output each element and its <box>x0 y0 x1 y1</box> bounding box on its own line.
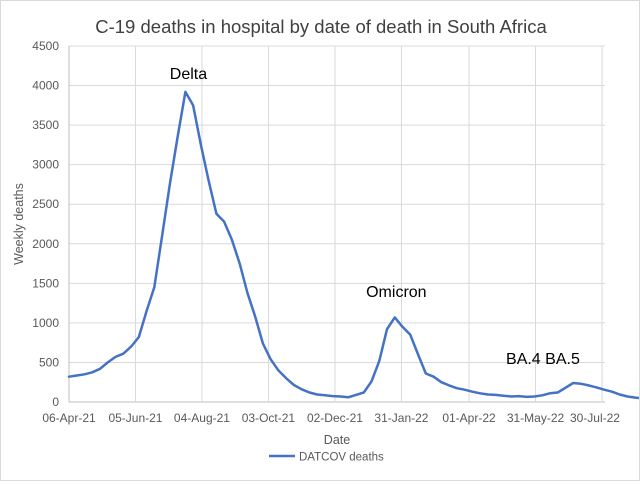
x-tick-label: 06-Apr-21 <box>42 411 96 425</box>
x-tick-label: 31-May-22 <box>507 411 565 425</box>
legend: DATCOV deaths <box>269 452 384 464</box>
y-tick-label: 3000 <box>32 158 59 172</box>
gridlines <box>68 45 605 403</box>
annotations: Delta Omicron BA.4 BA.5 <box>170 66 580 368</box>
y-tick-label: 1000 <box>32 316 59 330</box>
y-tick-label: 4500 <box>32 39 59 53</box>
y-tick-label: 0 <box>52 395 59 409</box>
y-tick-label: 2500 <box>32 197 59 211</box>
annotation-label: Delta <box>170 66 207 83</box>
series-line <box>67 90 640 400</box>
annotation-label: BA.4 BA.5 <box>506 351 580 368</box>
x-tick-label: 30-Jul-22 <box>570 411 620 425</box>
y-tick-label: 4000 <box>32 79 59 93</box>
y-tick-label: 3500 <box>32 118 59 132</box>
y-tick-label: 500 <box>39 355 59 369</box>
x-axis-title: Date <box>324 433 350 447</box>
y-axis-ticks: 0 500 1000 1500 2000 2500 3000 3500 4000 4500 <box>32 39 59 409</box>
annotation-label: Omicron <box>366 284 426 301</box>
x-tick-label: 02-Dec-21 <box>307 411 363 425</box>
y-tick-label: 2000 <box>32 237 59 251</box>
series-layer <box>67 90 640 400</box>
x-axis-ticks: 06-Apr-21 05-Jun-21 04-Aug-21 03-Oct-21 02-D… <box>42 411 620 425</box>
x-tick-label: 01-Apr-22 <box>442 411 496 425</box>
chart-title: C-19 deaths in hospital by date of death… <box>95 16 547 37</box>
y-tick-label: 1500 <box>32 276 59 290</box>
x-tick-label: 31-Jan-22 <box>374 411 428 425</box>
x-tick-label: 04-Aug-21 <box>174 411 230 425</box>
y-axis-title: Weekly deaths <box>12 183 26 265</box>
legend-label: DATCOV deaths <box>299 452 384 464</box>
x-tick-label: 05-Jun-21 <box>108 411 162 425</box>
x-tick-label: 03-Oct-21 <box>242 411 296 425</box>
